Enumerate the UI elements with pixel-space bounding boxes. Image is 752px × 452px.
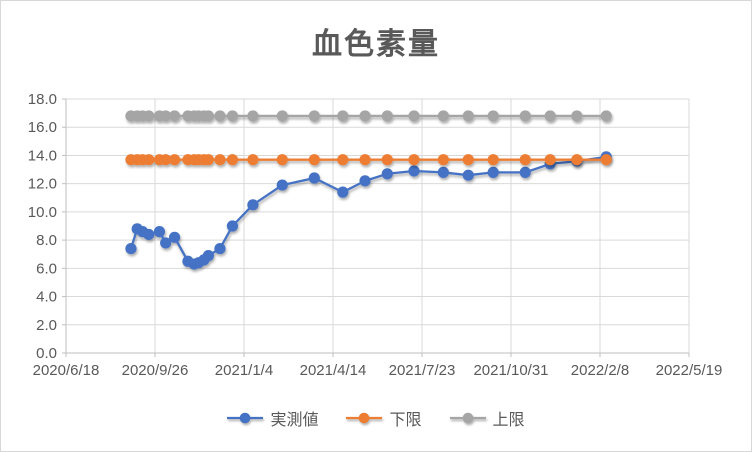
- series-upper: [125, 110, 612, 122]
- data-point-upper: [381, 110, 393, 122]
- x-axis-tick-label: 2021/4/14: [300, 362, 367, 379]
- y-axis-tick-label: 8.0: [36, 232, 57, 249]
- data-point-upper: [337, 110, 349, 122]
- legend-line-marker-icon: [449, 410, 486, 426]
- y-axis-tick-label: 14.0: [28, 147, 57, 164]
- data-point-measured: [308, 172, 320, 184]
- legend-label-upper: 上限: [492, 412, 525, 429]
- legend-item-upper: 上限: [449, 406, 525, 430]
- data-point-measured: [359, 175, 371, 187]
- legend-label-lower: 下限: [389, 412, 422, 429]
- data-point-upper: [202, 110, 214, 122]
- data-point-measured: [437, 166, 449, 178]
- data-point-lower: [487, 154, 499, 166]
- data-point-lower: [571, 154, 583, 166]
- x-axis-tick-label: 2022/5/19: [656, 362, 723, 379]
- data-point-lower: [226, 154, 239, 166]
- data-point-lower: [408, 154, 420, 166]
- legend-label-measured: 実測値: [270, 412, 319, 429]
- data-point-measured: [487, 166, 499, 178]
- legend-line-marker-icon: [346, 410, 383, 426]
- data-point-upper: [247, 110, 259, 122]
- data-point-measured: [214, 242, 226, 255]
- data-point-lower: [519, 154, 531, 166]
- data-point-measured: [408, 165, 420, 177]
- series-lower: [125, 154, 612, 166]
- data-point-upper: [168, 110, 181, 122]
- data-point-measured: [143, 228, 155, 241]
- y-axis-tick-label: 2.0: [36, 317, 57, 334]
- data-point-measured: [519, 166, 531, 178]
- data-point-measured: [226, 220, 239, 232]
- data-point-lower: [214, 154, 226, 166]
- y-axis-labels: 18.0 16.0 14.0 12.0 10.0 8.0 6.0 4.0 2.0 0.0: [28, 91, 57, 362]
- legend-line-marker-icon: [227, 410, 264, 426]
- data-point-lower: [276, 154, 288, 166]
- data-point-upper: [226, 110, 239, 122]
- data-point-upper: [462, 110, 474, 122]
- data-point-lower: [359, 154, 371, 166]
- data-point-upper: [600, 110, 612, 122]
- data-point-lower: [600, 154, 612, 166]
- y-axis-tick-label: 18.0: [28, 91, 57, 108]
- data-point-measured: [337, 186, 349, 198]
- series-measured-line: [129, 155, 607, 266]
- axes: [62, 98, 690, 357]
- data-point-upper: [143, 110, 155, 122]
- data-point-upper: [214, 110, 226, 122]
- data-point-upper: [160, 110, 172, 122]
- data-point-measured: [276, 179, 288, 191]
- data-point-upper: [571, 110, 583, 122]
- data-point-upper: [519, 110, 531, 122]
- data-point-measured: [381, 168, 393, 180]
- data-point-lower: [462, 154, 474, 166]
- y-axis-tick-label: 10.0: [28, 204, 57, 221]
- legend-item-lower: 下限: [346, 406, 422, 430]
- data-point-measured: [202, 250, 214, 262]
- x-axis-tick-label: 2021/1/4: [215, 362, 273, 379]
- x-axis-tick-label: 2022/2/8: [571, 362, 629, 379]
- data-point-upper: [408, 110, 420, 122]
- data-point-lower: [337, 154, 349, 166]
- data-point-lower: [544, 154, 556, 166]
- x-axis-tick-label: 2021/10/31: [473, 362, 548, 379]
- data-point-lower: [381, 154, 393, 166]
- y-axis-tick-label: 12.0: [28, 176, 57, 193]
- data-point-lower: [308, 154, 320, 166]
- legend: 実測値 下限 上限: [1, 406, 751, 430]
- data-point-upper: [359, 110, 371, 122]
- gridlines: [66, 98, 690, 353]
- chart-title: 血色素量: [312, 28, 440, 61]
- data-point-measured: [168, 231, 181, 243]
- data-point-lower: [247, 154, 259, 166]
- y-axis-tick-label: 4.0: [36, 289, 57, 306]
- data-point-lower: [143, 154, 155, 166]
- x-axis-tick-label: 2021/7/23: [389, 362, 456, 379]
- data-point-measured: [160, 237, 172, 249]
- x-axis-labels: 2020/6/18 2020/9/26 2021/1/4 2021/4/14 2021/…: [33, 362, 723, 379]
- y-axis-tick-label: 6.0: [36, 260, 57, 277]
- data-point-upper: [308, 110, 320, 122]
- y-axis-tick-label: 0.0: [36, 345, 57, 362]
- data-point-measured: [153, 226, 166, 238]
- data-point-lower: [160, 154, 172, 166]
- x-axis-tick-label: 2020/6/18: [33, 362, 100, 379]
- data-point-measured: [247, 199, 259, 211]
- data-point-measured: [125, 242, 137, 255]
- data-point-upper: [544, 110, 556, 122]
- data-point-upper: [276, 110, 288, 122]
- x-axis-tick-label: 2020/9/26: [122, 362, 189, 379]
- data-point-lower: [437, 154, 449, 166]
- legend-item-measured: 実測値: [227, 406, 318, 430]
- y-axis-tick-label: 16.0: [28, 119, 57, 136]
- data-point-upper: [437, 110, 449, 122]
- data-point-upper: [487, 110, 499, 122]
- series-measured: [125, 151, 612, 270]
- data-point-lower: [168, 154, 181, 166]
- data-point-lower: [202, 154, 214, 166]
- data-point-measured: [462, 169, 474, 181]
